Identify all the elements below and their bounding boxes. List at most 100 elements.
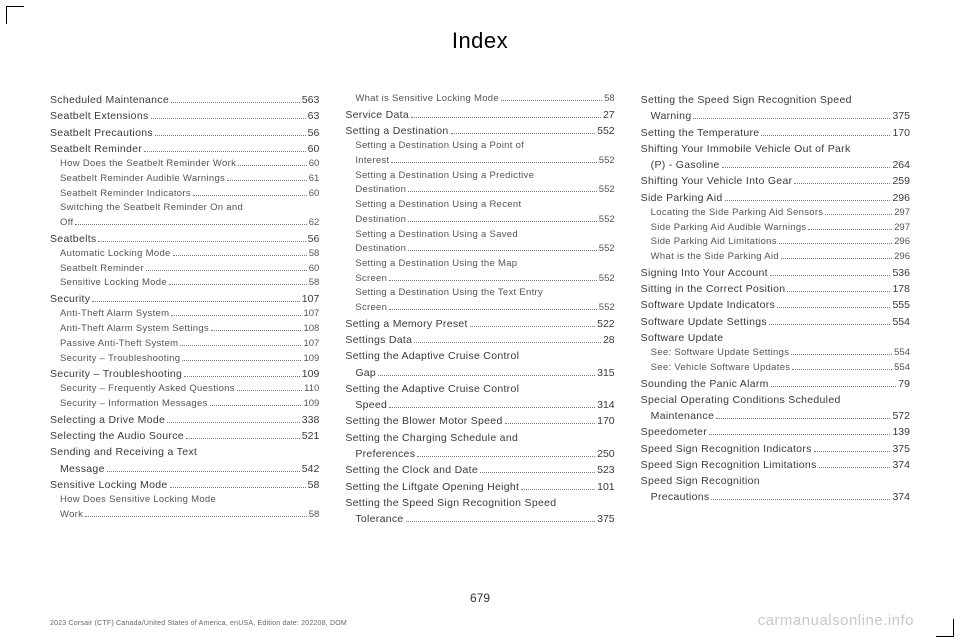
- index-entry: Setting a Destination552: [345, 123, 614, 139]
- leader-dots: [173, 255, 307, 256]
- leader-dots: [389, 407, 595, 408]
- footnote: 2023 Corsair (CTF) Canada/United States …: [50, 620, 347, 627]
- entry-label: Speed Sign Recognition Limitations: [641, 457, 817, 473]
- index-entry: Maintenance572: [641, 408, 910, 424]
- entry-label: Security – Troubleshooting: [60, 352, 180, 367]
- index-columns: Scheduled Maintenance563Seatbelt Extensi…: [50, 92, 910, 527]
- leader-dots: [417, 456, 595, 457]
- index-entry: Software Update Settings554: [641, 314, 910, 330]
- entry-label: Setting a Destination Using a Predictive: [355, 169, 534, 184]
- entry-label: Setting a Destination: [345, 123, 448, 139]
- index-entry: Destination552: [345, 183, 614, 198]
- leader-dots: [794, 183, 890, 184]
- entry-label: How Does Sensitive Locking Mode: [60, 493, 216, 508]
- leader-dots: [792, 369, 892, 370]
- entry-page: 107: [302, 291, 320, 307]
- index-entry: Warning375: [641, 108, 910, 124]
- index-entry: Sending and Receiving a Text: [50, 444, 319, 460]
- index-entry: Software Update: [641, 330, 910, 346]
- entry-label: Sitting in the Correct Position: [641, 281, 786, 297]
- entry-page: 58: [308, 477, 320, 493]
- entry-page: 374: [892, 489, 910, 505]
- entry-label: Locating the Side Parking Aid Sensors: [651, 206, 824, 221]
- index-entry: Signing Into Your Account536: [641, 265, 910, 281]
- entry-label: Gap: [355, 365, 376, 381]
- index-entry: Shifting Your Immobile Vehicle Out of Pa…: [641, 141, 910, 157]
- index-entry: Selecting the Audio Source521: [50, 428, 319, 444]
- leader-dots: [98, 241, 305, 242]
- entry-page: 62: [309, 216, 320, 231]
- entry-page: 107: [303, 337, 319, 352]
- leader-dots: [193, 195, 307, 196]
- leader-dots: [711, 499, 890, 500]
- entry-label: What is the Side Parking Aid: [651, 250, 779, 265]
- leader-dots: [787, 291, 890, 292]
- index-entry: Shifting Your Vehicle Into Gear259: [641, 173, 910, 189]
- entry-page: 58: [309, 276, 320, 291]
- leader-dots: [184, 376, 300, 377]
- entry-label: Security: [50, 291, 90, 307]
- entry-page: 60: [309, 187, 320, 202]
- entry-label: Destination: [355, 183, 406, 198]
- entry-page: 60: [308, 141, 320, 157]
- entry-label: Software Update Settings: [641, 314, 767, 330]
- entry-label: Seatbelts: [50, 231, 96, 247]
- leader-dots: [521, 489, 595, 490]
- entry-page: 58: [604, 92, 615, 107]
- entry-label: Software Update Indicators: [641, 297, 775, 313]
- index-entry: Anti-Theft Alarm System Settings108: [50, 322, 319, 337]
- leader-dots: [779, 243, 892, 244]
- index-entry: Side Parking Aid296: [641, 190, 910, 206]
- leader-dots: [791, 354, 892, 355]
- entry-page: 374: [892, 457, 910, 473]
- entry-page: 259: [892, 173, 910, 189]
- entry-label: Precautions: [651, 489, 710, 505]
- index-entry: Gap315: [345, 365, 614, 381]
- index-entry: Security – Troubleshooting109: [50, 366, 319, 382]
- leader-dots: [237, 390, 302, 391]
- index-entry: Sensitive Locking Mode58: [50, 276, 319, 291]
- leader-dots: [92, 301, 299, 302]
- column-3: Setting the Speed Sign Recognition Speed…: [641, 92, 910, 527]
- leader-dots: [170, 487, 306, 488]
- entry-label: Setting the Speed Sign Recognition Speed: [641, 92, 852, 108]
- index-entry: Side Parking Aid Audible Warnings297: [641, 221, 910, 236]
- entry-label: Speed Sign Recognition: [641, 473, 760, 489]
- entry-page: 563: [302, 92, 320, 108]
- leader-dots: [761, 135, 890, 136]
- index-entry: Setting the Adaptive Cruise Control: [345, 381, 614, 397]
- leader-dots: [144, 151, 306, 152]
- entry-page: 108: [303, 322, 319, 337]
- index-entry: Tolerance375: [345, 511, 614, 527]
- entry-label: Setting the Temperature: [641, 125, 760, 141]
- entry-label: Setting a Memory Preset: [345, 316, 467, 332]
- index-entry: Setting the Speed Sign Recognition Speed: [641, 92, 910, 108]
- entry-label: Switching the Seatbelt Reminder On and: [60, 201, 243, 216]
- index-entry: Special Operating Conditions Scheduled: [641, 392, 910, 408]
- entry-page: 178: [892, 281, 910, 297]
- entry-page: 58: [309, 508, 320, 523]
- entry-page: 297: [894, 206, 910, 221]
- index-entry: Sensitive Locking Mode58: [50, 477, 319, 493]
- index-entry: Interest552: [345, 154, 614, 169]
- entry-page: 536: [892, 265, 910, 281]
- column-2: What is Sensitive Locking Mode58Service …: [345, 92, 614, 527]
- leader-dots: [411, 117, 601, 118]
- leader-dots: [210, 405, 302, 406]
- index-entry: Setting a Destination Using a Saved: [345, 228, 614, 243]
- entry-label: Setting the Blower Motor Speed: [345, 413, 502, 429]
- entry-label: Security – Frequently Asked Questions: [60, 382, 235, 397]
- index-entry: Setting a Destination Using the Map: [345, 257, 614, 272]
- index-entry: Setting the Liftgate Opening Height101: [345, 479, 614, 495]
- entry-label: Preferences: [355, 446, 415, 462]
- leader-dots: [406, 521, 596, 522]
- entry-label: Software Update: [641, 330, 724, 346]
- index-entry: Speed Sign Recognition Limitations 374: [641, 457, 910, 473]
- leader-dots: [107, 471, 300, 472]
- index-entry: How Does the Seatbelt Reminder Work60: [50, 157, 319, 172]
- entry-label: Setting the Clock and Date: [345, 462, 478, 478]
- entry-label: (P) - Gasoline: [651, 157, 720, 173]
- leader-dots: [182, 360, 301, 361]
- entry-page: 542: [302, 461, 320, 477]
- index-entry: What is Sensitive Locking Mode58: [345, 92, 614, 107]
